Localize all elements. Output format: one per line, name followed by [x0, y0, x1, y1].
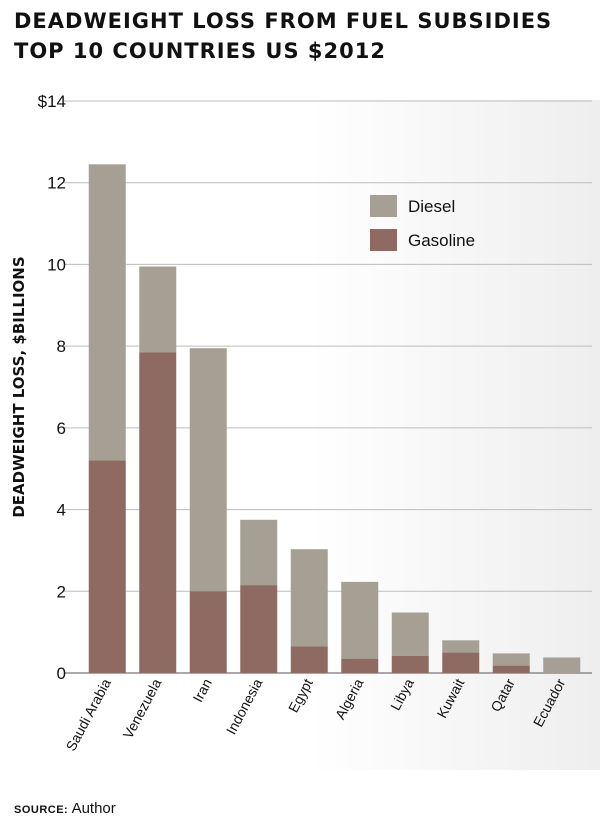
y-tick-label-12: 12	[47, 174, 66, 193]
source-value: Author	[71, 800, 116, 817]
chart-title: DEADWEIGHT LOSS FROM FUEL SUBSIDIES TOP …	[14, 6, 552, 66]
x-tick-label-indonesia: Indonesia	[223, 676, 266, 737]
y-tick-label-4: 4	[57, 501, 66, 520]
bar-diesel-ecuador	[543, 657, 581, 673]
x-tick-label-egypt: Egypt	[285, 676, 316, 715]
bar-gasoline-algeria	[341, 658, 379, 673]
bar-diesel-algeria	[341, 581, 379, 659]
x-tick-label-qatar: Qatar	[487, 676, 518, 715]
chart-title-line-1: DEADWEIGHT LOSS FROM FUEL SUBSIDIES	[14, 9, 553, 33]
source-note: SOURCE: Author	[14, 800, 116, 817]
y-tick-label-0: 0	[57, 664, 66, 683]
bar-gasoline-indonesia	[240, 585, 278, 673]
y-tick-label-6: 6	[57, 419, 66, 438]
bar-gasoline-egypt	[290, 646, 328, 673]
bar-diesel-venezuela	[139, 266, 177, 353]
legend-swatch-diesel	[370, 195, 397, 217]
legend-label-gasoline: Gasoline	[408, 231, 475, 250]
bar-diesel-libya	[391, 612, 429, 656]
bar-gasoline-qatar	[492, 665, 530, 673]
bar-diesel-kuwait	[442, 640, 480, 653]
bar-gasoline-libya	[391, 655, 429, 673]
bar-diesel-saudi-arabia	[88, 164, 126, 461]
bar-gasoline-saudi-arabia	[88, 460, 126, 673]
y-axis-title: DEADWEIGHT LOSS, $BILLIONS	[10, 256, 28, 517]
bar-gasoline-venezuela	[139, 352, 177, 673]
bar-gasoline-iran	[189, 591, 227, 673]
y-tick-label-14: $14	[38, 92, 66, 111]
bar-gasoline-kuwait	[442, 652, 480, 673]
source-label: SOURCE:	[14, 804, 69, 816]
bar-diesel-qatar	[492, 653, 530, 666]
y-tick-label-10: 10	[47, 255, 66, 274]
bar-diesel-iran	[189, 348, 227, 592]
legend-swatch-gasoline	[370, 229, 397, 251]
bar-diesel-indonesia	[240, 519, 278, 586]
x-tick-label-saudi-arabia: Saudi Arabia	[62, 676, 114, 754]
x-tick-label-venezuela: Venezuela	[120, 676, 165, 741]
x-tick-label-iran: Iran	[189, 676, 214, 705]
legend-label-diesel: Diesel	[408, 197, 455, 216]
chart-title-line-2: TOP 10 COUNTRIES US $2012	[14, 39, 386, 63]
x-tick-label-kuwait: Kuwait	[434, 676, 468, 721]
x-tick-label-libya: Libya	[387, 676, 417, 713]
bar-diesel-egypt	[290, 549, 328, 647]
y-tick-label-2: 2	[57, 582, 66, 601]
x-tick-label-ecuador: Ecuador	[530, 676, 569, 730]
x-tick-label-algeria: Algeria	[332, 676, 367, 722]
y-tick-label-8: 8	[57, 337, 66, 356]
